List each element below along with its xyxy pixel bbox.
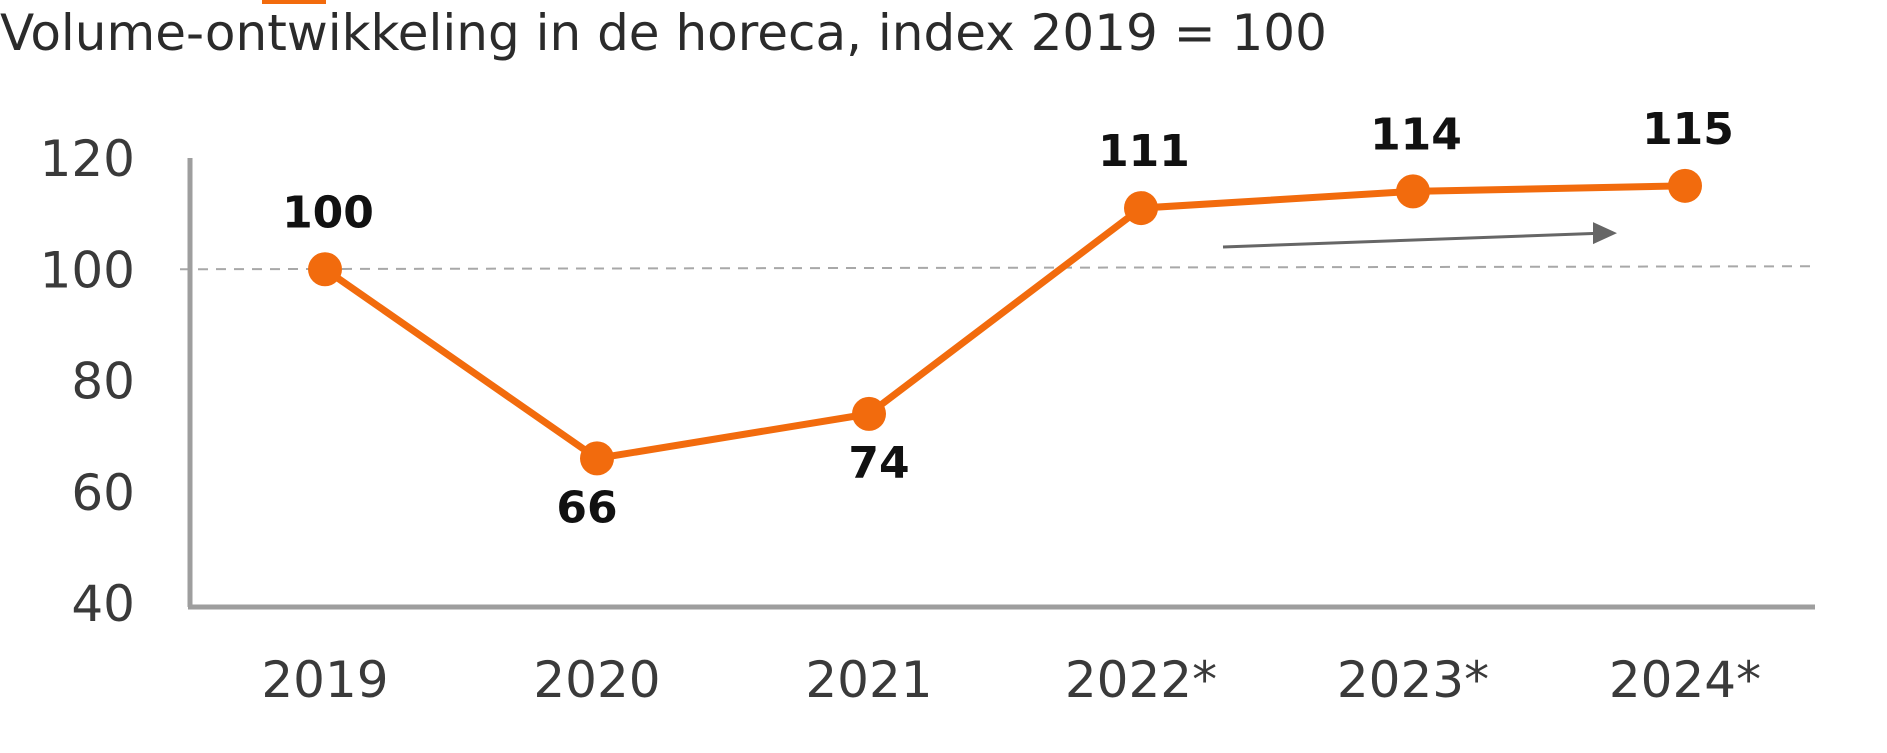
data-label: 66: [556, 482, 617, 533]
data-label: 114: [1370, 109, 1462, 160]
data-label: 100: [282, 187, 374, 238]
y-axis-ticks: 40 60 80 100 120: [40, 130, 135, 633]
y-tick-label: 60: [71, 464, 135, 522]
reference-line-100: [179, 265, 1816, 271]
title-accent-bar: [262, 0, 326, 4]
data-label: 74: [848, 438, 909, 489]
x-axis-ticks: 2019 2020 2021 2022* 2023* 2024*: [261, 651, 1761, 709]
y-tick-label: 100: [40, 241, 135, 299]
trend-arrow-line: [1222, 231, 1604, 249]
data-point: [852, 396, 886, 431]
trend-arrow-head: [1593, 222, 1617, 245]
y-tick-label: 120: [40, 130, 135, 188]
data-point: [1124, 191, 1158, 226]
data-label: 111: [1098, 126, 1190, 177]
x-tick-label: 2020: [533, 651, 660, 709]
data-label: 115: [1642, 104, 1734, 155]
x-tick-label: 2021: [805, 651, 932, 709]
trend-arrow: [1222, 222, 1617, 249]
series-line: [323, 182, 1686, 462]
data-points: [308, 168, 1702, 476]
data-point: [308, 252, 342, 287]
data-labels: 100 66 74 111 114 115: [282, 104, 1734, 534]
data-point: [1396, 174, 1430, 209]
x-tick-label: 2019: [261, 651, 388, 709]
data-point: [580, 441, 614, 476]
x-tick-label: 2023*: [1337, 651, 1489, 709]
x-tick-label: 2022*: [1065, 651, 1217, 709]
x-tick-label: 2024*: [1609, 651, 1761, 709]
y-tick-label: 80: [71, 353, 135, 411]
data-point: [1668, 168, 1702, 203]
y-tick-label: 40: [71, 575, 135, 633]
chart-title: Volume-ontwikkeling in de horeca, index …: [0, 4, 1327, 62]
